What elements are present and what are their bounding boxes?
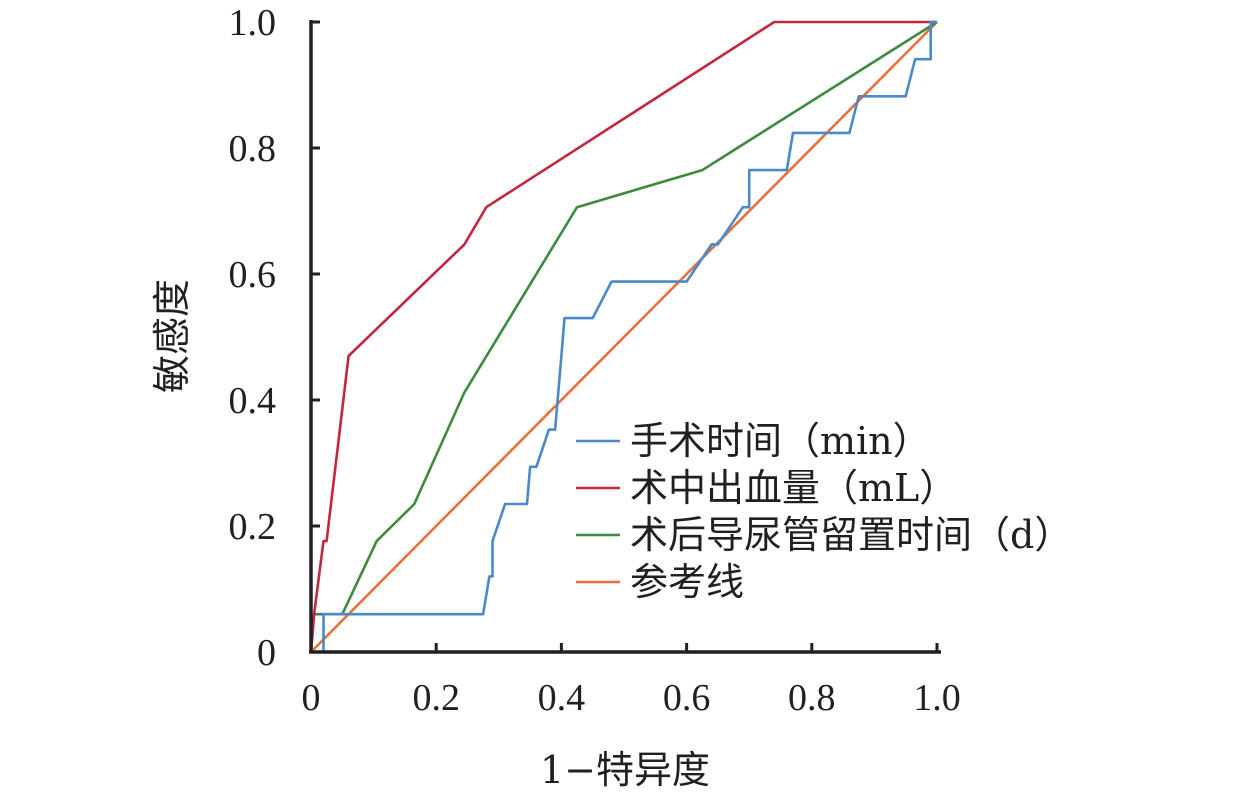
ticks-layer: 0 0.2 0.4 0.6 0.8 1.0 0 0.2 0.4 0.6 0.8 1.0 xyxy=(229,2,961,719)
legend-label-1: 术中出血量（mL） xyxy=(630,466,957,510)
y-tick-label: 0.4 xyxy=(229,380,277,422)
series-layer xyxy=(309,20,938,654)
y-axis-title: 敏感度 xyxy=(150,279,194,393)
legend-label-2: 术后导尿管留置时间（d） xyxy=(630,513,1072,557)
y-tick-label: 1.0 xyxy=(229,2,277,44)
x-tick-label: 0 xyxy=(302,677,321,719)
x-tick-label: 1.0 xyxy=(913,677,961,719)
x-axis-title: 1−特异度 xyxy=(540,748,710,792)
y-tick-label: 0 xyxy=(257,632,276,674)
x-tick-label: 0.6 xyxy=(663,677,711,719)
y-tick-label: 0.2 xyxy=(229,506,277,548)
legend-label-3: 参考线 xyxy=(630,560,744,604)
x-tick-label: 0.2 xyxy=(412,677,460,719)
axes-layer xyxy=(309,20,941,654)
series-line-3 xyxy=(310,21,938,653)
x-tick-label: 0.8 xyxy=(788,677,836,719)
y-tick-label: 0.8 xyxy=(229,128,277,170)
x-tick-label: 0.4 xyxy=(538,677,586,719)
legend: 手术时间（min）术中出血量（mL）术后导尿管留置时间（d）参考线 xyxy=(576,419,1072,604)
legend-label-0: 手术时间（min） xyxy=(630,419,931,463)
series-line-1 xyxy=(309,20,937,653)
y-tick-label: 0.6 xyxy=(229,254,277,296)
series-line-0 xyxy=(311,20,937,654)
